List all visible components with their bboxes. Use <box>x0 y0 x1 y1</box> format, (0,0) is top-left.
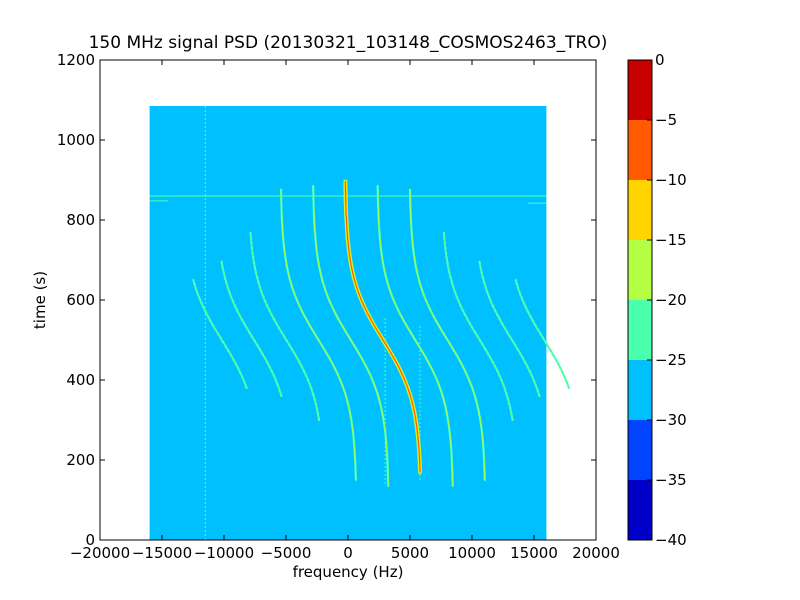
x-tick-label: −20000 <box>70 544 130 562</box>
doppler-curve-sideband-core <box>280 189 357 481</box>
y-tick-label: 0 <box>85 531 95 549</box>
y-tick-label: 200 <box>66 451 95 469</box>
x-axis-label: frequency (Hz) <box>293 563 404 581</box>
colorbar: 0 −5 −10 −15 −20 −25 −30 −35 −40 <box>627 51 687 549</box>
x-tick-label: −15000 <box>132 544 192 562</box>
y-axis-label: time (s) <box>31 271 49 329</box>
y-tick-label: 800 <box>66 211 95 229</box>
chart-title: 150 MHz signal PSD (20130321_103148_COSM… <box>89 33 608 53</box>
y-tick-label: 400 <box>66 371 95 389</box>
x-tick-label: 10000 <box>448 544 496 562</box>
colorbar-bin <box>628 60 652 120</box>
doppler-curve-sideband-core <box>312 186 389 486</box>
doppler-curve-sideband <box>514 278 571 390</box>
colorbar-tick-label: −40 <box>655 531 687 549</box>
x-tick-label: 0 <box>343 544 353 562</box>
colorbar-tick-label: −25 <box>655 351 687 369</box>
heatmap-background <box>149 106 547 540</box>
doppler-curve-sideband <box>220 260 283 398</box>
x-tick-label: −5000 <box>261 544 312 562</box>
doppler-curve-sideband-core <box>409 189 486 481</box>
doppler-curve-sideband <box>442 231 514 422</box>
colorbar-bin <box>628 480 652 540</box>
plot-area: −20000 −15000 −10000 −5000 0 5000 10000 15000 20… <box>57 51 620 562</box>
doppler-curve-sideband <box>478 260 541 398</box>
x-tick-label: 5000 <box>391 544 429 562</box>
colorbar-tick-label: −5 <box>655 111 677 129</box>
y-tick-label: 600 <box>66 291 95 309</box>
colorbar-bin <box>628 300 652 360</box>
colorbar-tick-label: −15 <box>655 231 687 249</box>
colorbar-tick-label: −20 <box>655 291 687 309</box>
colorbar-bin <box>628 120 652 180</box>
colorbar-tick-label: −35 <box>655 471 687 489</box>
colorbar-bin <box>628 240 652 300</box>
colorbar-bin <box>628 360 652 420</box>
colorbar-bin <box>628 180 652 240</box>
x-tick-label: −10000 <box>194 544 254 562</box>
y-tick-label: 1000 <box>57 131 95 149</box>
doppler-curve-main-core <box>344 181 421 473</box>
colorbar-bin <box>628 420 652 480</box>
x-tick-label: 20000 <box>572 544 620 562</box>
doppler-curve-sideband <box>192 278 248 390</box>
colorbar-tick-label: −30 <box>655 411 687 429</box>
colorbar-tick-label: 0 <box>655 51 665 69</box>
y-tick-label: 1200 <box>57 51 95 69</box>
doppler-curve-sideband-core <box>377 186 454 486</box>
doppler-curve-sideband <box>249 231 321 422</box>
x-tick-label: 15000 <box>510 544 558 562</box>
colorbar-tick-label: −10 <box>655 171 687 189</box>
